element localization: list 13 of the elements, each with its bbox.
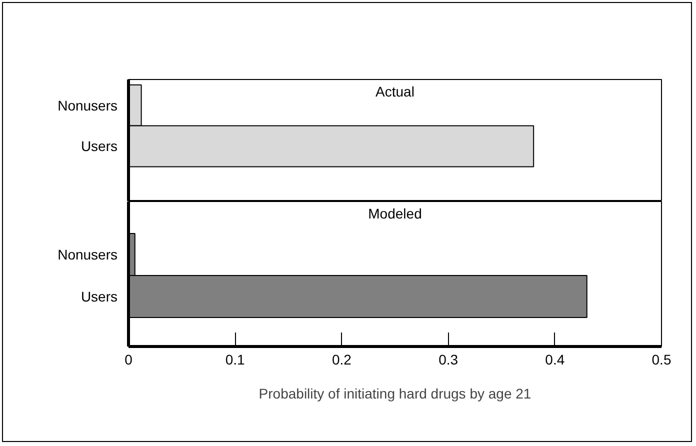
x-tick-label: 0.2: [332, 352, 352, 368]
y-tick-label: Nonusers: [58, 97, 118, 114]
x-tick-label: 0: [124, 352, 133, 368]
x-tick-label: 0.1: [225, 352, 246, 368]
x-tick-label: 0.4: [545, 352, 565, 368]
y-tick-label: Users: [80, 138, 118, 154]
chart-title: Actual: [376, 84, 414, 100]
x-tick-label: 0.3: [438, 352, 458, 368]
y-tick-label: Users: [80, 288, 118, 304]
y-tick-label: Nonusers: [58, 246, 118, 262]
chart-title: Modeled: [368, 206, 422, 222]
x-tick-label: 0.5: [652, 352, 672, 368]
x-axis-title: Probability of initiating hard drugs by age 21: [258, 386, 532, 402]
